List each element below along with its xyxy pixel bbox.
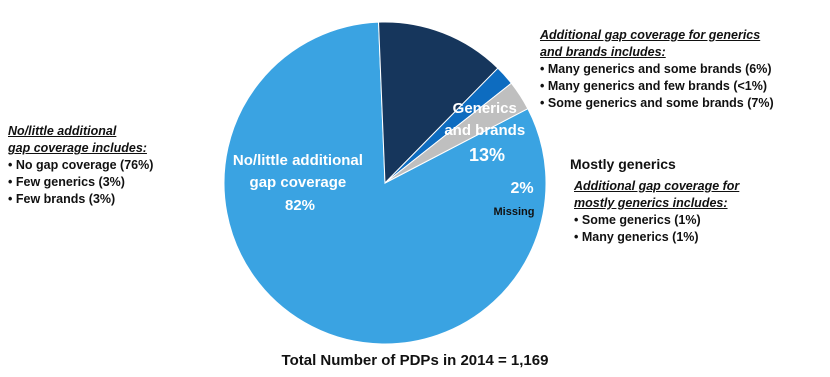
slice-label-mostly-generics: 2% (510, 180, 533, 197)
note-no-little-heading-1: No/little additional (8, 123, 183, 140)
note-generics-brands-heading-2: and brands includes: (540, 44, 825, 61)
mostly-generics-title: Mostly generics (570, 156, 676, 172)
note-mostly-generics-heading-2: mostly generics includes: (574, 195, 824, 212)
no-little-line2: gap coverage (250, 174, 347, 191)
list-item: No gap coverage (76%) (8, 157, 183, 174)
gb-pct: 13% (469, 145, 505, 165)
note-no-little-list: No gap coverage (76%) Few generics (3%) … (8, 157, 183, 208)
chart-footer: Total Number of PDPs in 2014 = 1,169 (0, 352, 830, 369)
note-generics-brands: Additional gap coverage for generics and… (540, 27, 825, 112)
note-generics-brands-heading-1: Additional gap coverage for generics (540, 27, 825, 44)
note-mostly-generics: Additional gap coverage for mostly gener… (574, 178, 824, 246)
list-item: Many generics and few brands (<1%) (540, 78, 825, 95)
gb-line1: Generics (453, 100, 517, 117)
note-generics-brands-list: Many generics and some brands (6%) Many … (540, 61, 825, 112)
note-no-little: No/little additional gap coverage includ… (8, 123, 183, 208)
note-mostly-generics-list: Some generics (1%) Many generics (1%) (574, 212, 824, 246)
gb-line2: and brands (444, 122, 525, 139)
list-item: Few generics (3%) (8, 174, 183, 191)
note-no-little-heading-2: gap coverage includes: (8, 140, 183, 157)
no-little-line1: No/little additional (233, 152, 363, 169)
list-item: Few brands (3%) (8, 191, 183, 208)
list-item: Some generics and some brands (7%) (540, 95, 825, 112)
list-item: Many generics (1%) (574, 229, 824, 246)
note-mostly-generics-heading-1: Additional gap coverage for (574, 178, 824, 195)
list-item: Many generics and some brands (6%) (540, 61, 825, 78)
slice-label-missing: Missing (494, 206, 535, 218)
list-item: Some generics (1%) (574, 212, 824, 229)
no-little-pct: 82% (285, 197, 315, 214)
